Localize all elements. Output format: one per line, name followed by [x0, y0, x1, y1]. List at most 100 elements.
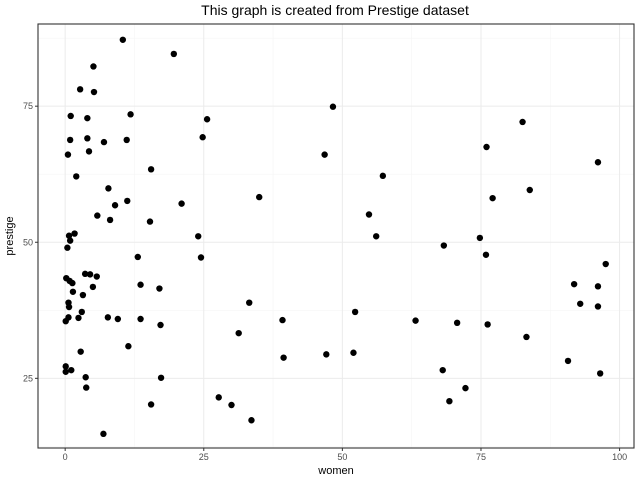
data-point	[119, 36, 127, 43]
data-point	[66, 237, 74, 244]
data-point	[93, 273, 100, 280]
data-point	[412, 317, 419, 324]
data-point	[279, 316, 286, 324]
data-point	[602, 260, 609, 268]
data-point	[81, 270, 89, 278]
data-point	[350, 349, 357, 356]
chart-title: This graph is created from Prestige data…	[201, 2, 469, 18]
data-point	[489, 194, 496, 202]
data-point	[526, 186, 533, 194]
data-point	[73, 173, 80, 180]
data-point	[90, 63, 97, 70]
data-point	[157, 374, 165, 381]
panel-border	[37, 23, 635, 449]
data-point	[85, 148, 93, 155]
data-point	[379, 172, 387, 180]
data-point	[482, 251, 490, 258]
data-point	[577, 300, 584, 307]
data-point	[440, 242, 448, 249]
data-point	[594, 159, 602, 166]
data-point	[280, 354, 287, 361]
data-point	[62, 368, 69, 375]
data-point	[86, 271, 94, 278]
data-point	[68, 366, 75, 374]
data-point	[65, 303, 73, 311]
data-point	[100, 138, 108, 146]
data-point	[69, 279, 76, 287]
data-point	[323, 351, 330, 358]
data-point	[228, 401, 235, 409]
x-axis-title: women	[317, 465, 353, 477]
x-tick-label: 75	[476, 452, 486, 462]
data-point	[94, 212, 101, 219]
data-point	[594, 283, 602, 290]
data-point	[83, 384, 90, 391]
data-point	[484, 321, 491, 328]
data-point	[372, 233, 380, 240]
data-point	[127, 111, 134, 118]
data-point	[125, 343, 132, 350]
data-point	[62, 317, 69, 325]
data-point	[329, 103, 337, 110]
data-point	[235, 329, 242, 337]
data-point	[77, 348, 84, 355]
data-point	[519, 118, 526, 126]
data-point	[84, 135, 91, 142]
data-point	[446, 397, 453, 405]
data-point	[197, 254, 205, 261]
data-point	[170, 50, 178, 58]
data-point	[178, 200, 185, 207]
data-point	[564, 357, 572, 365]
data-point	[476, 234, 484, 242]
data-point	[66, 136, 74, 144]
data-point	[147, 166, 155, 173]
data-point	[64, 151, 72, 158]
data-point	[351, 308, 359, 316]
data-point	[65, 232, 73, 239]
x-tick-label: 100	[612, 452, 627, 462]
y-axis-title: prestige	[4, 216, 16, 255]
data-point	[105, 185, 112, 192]
data-point	[156, 285, 163, 292]
data-point	[215, 394, 222, 401]
x-tick-label: 0	[63, 452, 68, 462]
data-point	[246, 299, 253, 306]
grid	[38, 24, 634, 448]
data-point	[439, 366, 446, 374]
axis-ticks: 0 25 50 75 100 25 50 75	[23, 101, 627, 462]
data-point	[134, 253, 141, 261]
data-point	[106, 216, 114, 224]
data-point	[256, 193, 263, 201]
data-point	[146, 218, 154, 225]
data-point	[76, 86, 84, 93]
data-point	[523, 333, 530, 341]
data-point	[137, 315, 144, 323]
data-point	[203, 116, 211, 123]
data-point	[84, 114, 91, 122]
data-point	[75, 314, 82, 322]
data-point	[157, 321, 164, 329]
data-point	[89, 283, 97, 291]
data-point	[365, 211, 373, 218]
data-point	[67, 112, 74, 120]
data-point	[90, 88, 98, 96]
data-point	[596, 370, 604, 377]
data-point	[483, 143, 490, 151]
data-point	[124, 197, 131, 205]
data-point	[462, 384, 469, 392]
data-point	[199, 134, 206, 141]
data-point	[147, 401, 155, 408]
data-point	[64, 244, 71, 251]
data-point	[570, 280, 578, 288]
data-point	[123, 136, 130, 144]
data-point	[104, 314, 112, 321]
x-tick-label: 50	[337, 452, 347, 462]
data-point	[137, 281, 144, 288]
data-point	[453, 319, 461, 327]
y-tick-label: 25	[23, 373, 33, 383]
data-point	[114, 315, 122, 323]
data-point	[248, 417, 255, 424]
data-point	[195, 233, 202, 240]
